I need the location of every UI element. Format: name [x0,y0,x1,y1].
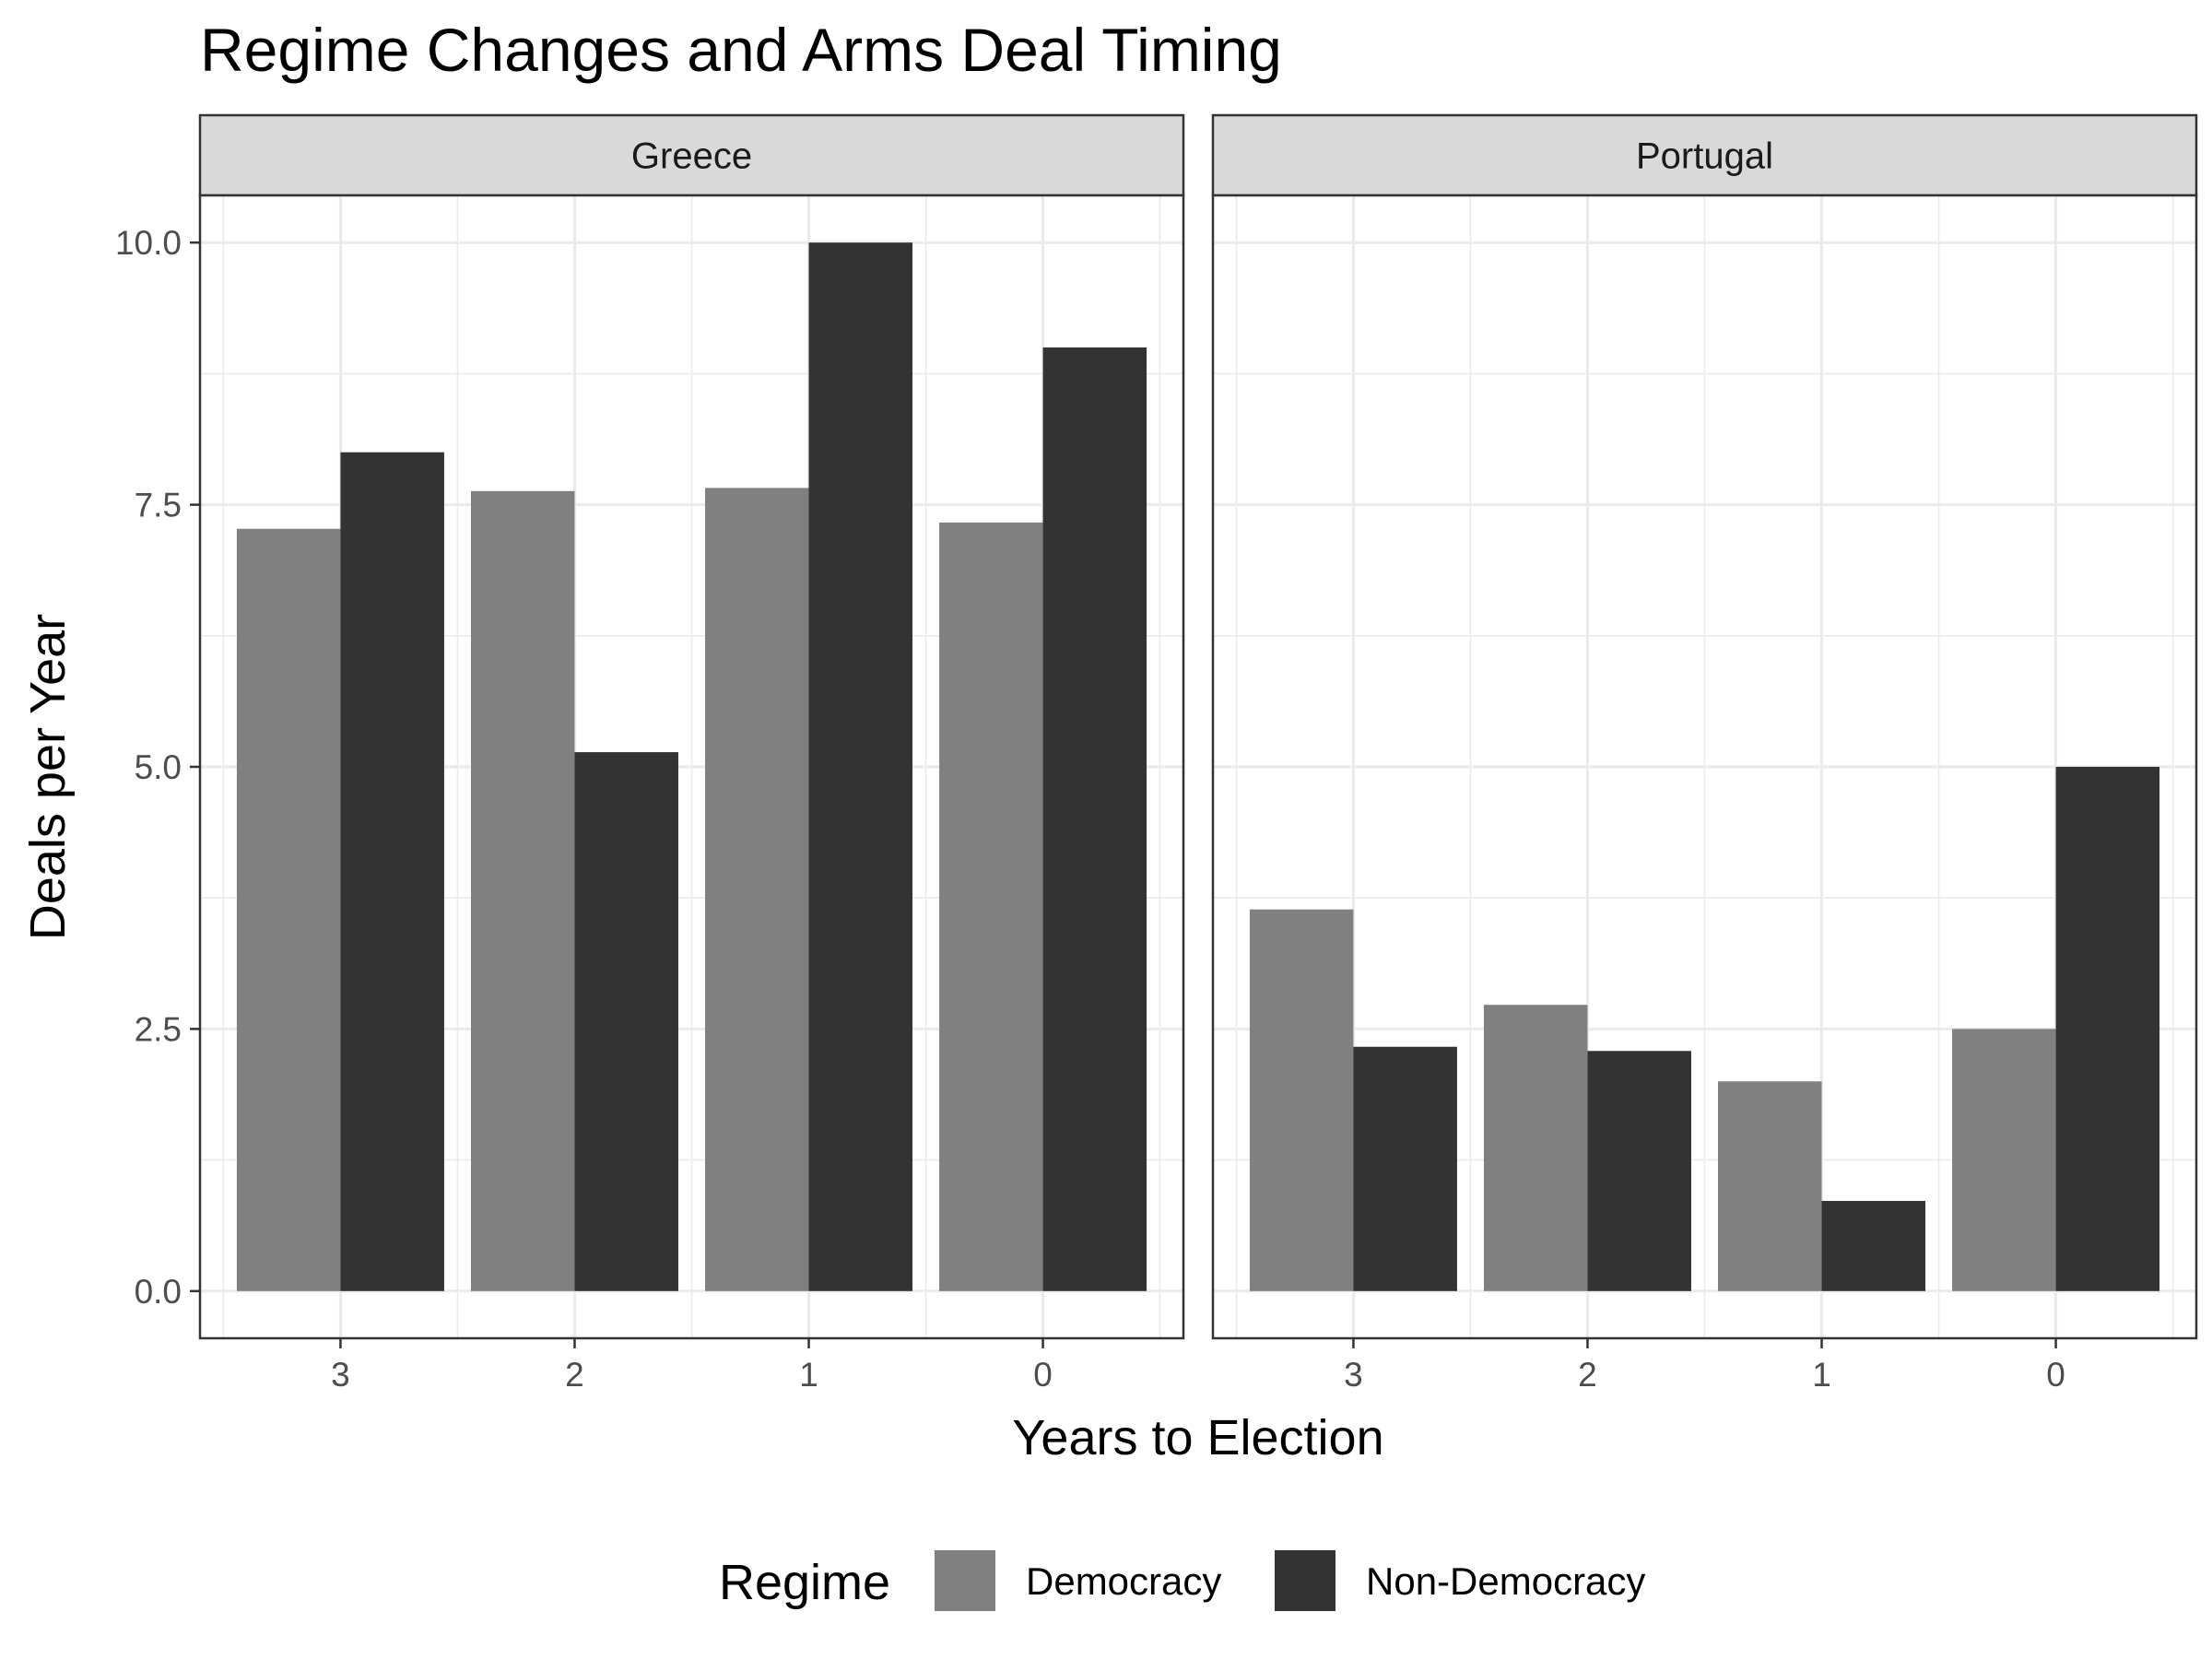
x-tick-label: 0 [2046,1356,2065,1394]
bar-non-democracy [1353,1046,1457,1291]
panel-border [1211,194,2198,1340]
bar-democracy [1483,1005,1588,1291]
bar-non-democracy [574,752,678,1291]
bar-democracy [236,528,341,1291]
y-tick-label: 2.5 [135,1010,182,1048]
y-tick-label: 5.0 [135,748,182,786]
x-tick-label: 2 [565,1356,584,1394]
x-tick-label: 2 [1578,1356,1597,1394]
bar-non-democracy [340,452,444,1291]
y-axis-title: Deals per Year [20,614,76,940]
facet-label: Portugal [1636,136,1773,177]
bar-democracy [470,490,575,1291]
legend-title: Regime [719,1555,890,1610]
facet-strip [198,113,1185,197]
facet-panels: Greece 3 2 1 0 0.0 2.5 5.0 7.5 10.0 Portugal 3 2 1 0 [115,113,2198,1394]
legend: Regime Democracy Non-Democracy [719,1550,1645,1611]
bar-democracy [1718,1081,1822,1291]
bar-non-democracy [1587,1051,1691,1291]
panel-portugal: Portugal 3 2 1 0 [1211,113,2198,1394]
bar-non-democracy [1042,347,1147,1291]
bar-democracy [705,488,809,1291]
legend-label-non-democracy: Non-Democracy [1366,1559,1645,1603]
legend-key-democracy [935,1550,995,1611]
y-tick-label: 7.5 [135,487,182,524]
facet-label: Greece [631,136,752,177]
bar-democracy [1249,909,1354,1291]
y-tick-label: 0.0 [135,1273,182,1311]
x-tick-label: 3 [1344,1356,1363,1394]
bar-non-democracy [1821,1200,1926,1291]
bar-non-democracy [2055,767,2160,1291]
bar-non-democracy [808,242,913,1291]
chart-title: Regime Changes and Arms Deal Timing [200,16,1282,84]
x-tick-label: 1 [799,1356,818,1394]
y-tick-label: 10.0 [115,224,182,262]
x-tick-label: 3 [331,1356,350,1394]
bar-democracy [1952,1029,2056,1291]
legend-label-democracy: Democracy [1026,1559,1221,1603]
bar-democracy [939,522,1043,1291]
x-axis-title: Years to Election [1012,1410,1383,1465]
x-tick-label: 0 [1033,1356,1053,1394]
panel-greece: Greece 3 2 1 0 0.0 2.5 5.0 7.5 10.0 [115,113,1185,1394]
legend-key-non-democracy [1275,1550,1335,1611]
facet-strip [1211,113,2198,197]
x-tick-label: 1 [1812,1356,1831,1394]
